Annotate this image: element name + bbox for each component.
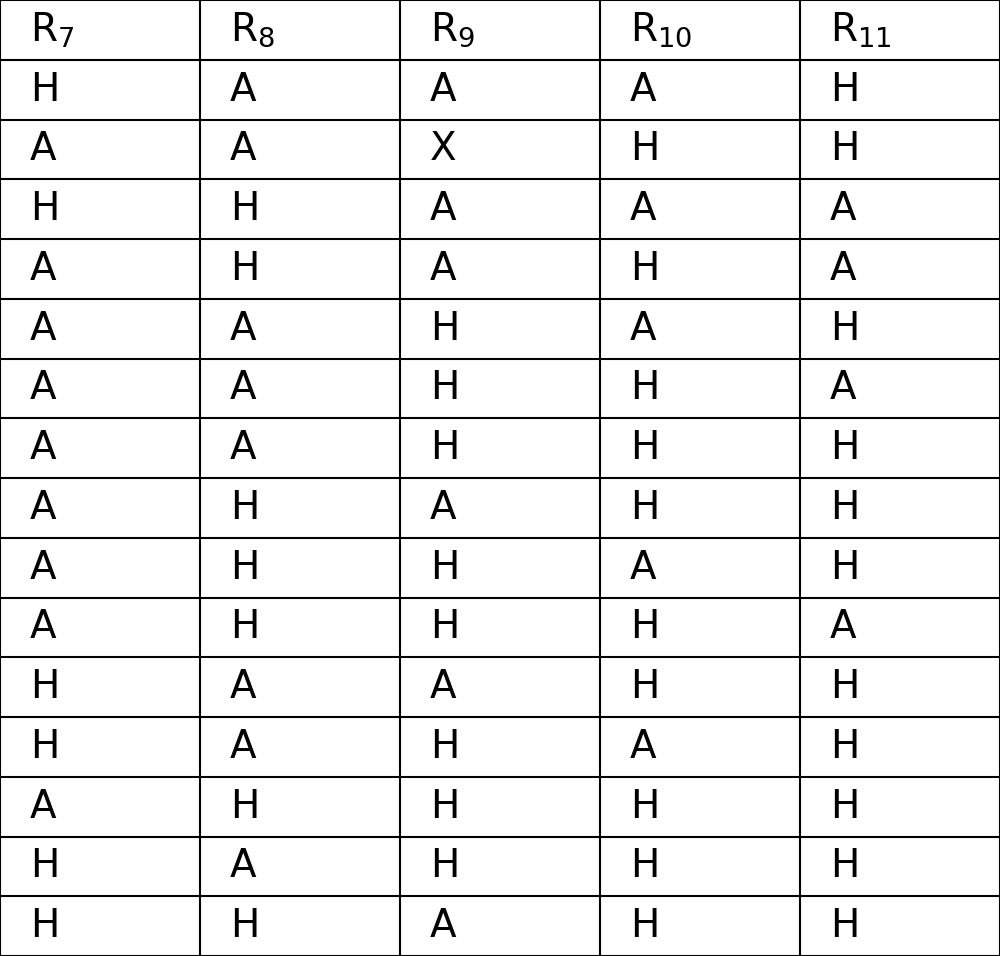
Text: A: A [430, 489, 457, 527]
Text: A: A [30, 310, 57, 348]
Text: H: H [630, 788, 659, 826]
Text: X: X [430, 130, 457, 168]
Text: A: A [30, 489, 57, 527]
Text: H: H [630, 369, 659, 407]
Text: H: H [30, 668, 59, 706]
Text: A: A [830, 250, 857, 288]
Text: A: A [230, 668, 257, 706]
Text: H: H [430, 429, 459, 467]
Text: A: A [230, 429, 257, 467]
Text: A: A [230, 310, 257, 348]
Text: A: A [630, 71, 657, 109]
Text: A: A [630, 728, 657, 766]
Text: H: H [230, 549, 259, 587]
Text: A: A [30, 429, 57, 467]
Text: H: H [830, 728, 859, 766]
Text: H: H [630, 608, 659, 646]
Text: H: H [430, 310, 459, 348]
Text: A: A [430, 668, 457, 706]
Text: A: A [430, 907, 457, 945]
Text: H: H [30, 907, 59, 945]
Text: H: H [430, 788, 459, 826]
Text: H: H [30, 190, 59, 228]
Text: H: H [630, 668, 659, 706]
Text: H: H [830, 907, 859, 945]
Text: A: A [30, 369, 57, 407]
Text: H: H [630, 847, 659, 885]
Text: A: A [630, 310, 657, 348]
Text: A: A [230, 728, 257, 766]
Text: H: H [430, 728, 459, 766]
Text: A: A [230, 71, 257, 109]
Text: A: A [230, 369, 257, 407]
Text: H: H [430, 608, 459, 646]
Text: A: A [630, 190, 657, 228]
Text: A: A [430, 190, 457, 228]
Text: H: H [830, 788, 859, 826]
Text: A: A [30, 250, 57, 288]
Text: H: H [30, 71, 59, 109]
Text: H: H [230, 608, 259, 646]
Text: A: A [230, 847, 257, 885]
Text: H: H [230, 788, 259, 826]
Text: A: A [430, 71, 457, 109]
Text: H: H [230, 250, 259, 288]
Text: A: A [830, 190, 857, 228]
Text: H: H [430, 549, 459, 587]
Text: H: H [830, 489, 859, 527]
Text: R$_{10}$: R$_{10}$ [630, 11, 692, 49]
Text: H: H [830, 847, 859, 885]
Text: H: H [830, 549, 859, 587]
Text: H: H [30, 847, 59, 885]
Text: H: H [830, 310, 859, 348]
Text: H: H [30, 728, 59, 766]
Text: A: A [830, 608, 857, 646]
Text: R$_{11}$: R$_{11}$ [830, 11, 892, 50]
Text: H: H [630, 250, 659, 288]
Text: H: H [830, 71, 859, 109]
Text: A: A [30, 549, 57, 587]
Text: R$_8$: R$_8$ [230, 11, 275, 49]
Text: H: H [830, 668, 859, 706]
Text: R$_9$: R$_9$ [430, 11, 475, 49]
Text: H: H [430, 369, 459, 407]
Text: A: A [30, 788, 57, 826]
Text: H: H [230, 489, 259, 527]
Text: A: A [430, 250, 457, 288]
Text: H: H [230, 190, 259, 228]
Text: H: H [430, 847, 459, 885]
Text: H: H [630, 429, 659, 467]
Text: A: A [230, 130, 257, 168]
Text: H: H [830, 429, 859, 467]
Text: H: H [830, 130, 859, 168]
Text: H: H [630, 489, 659, 527]
Text: R$_7$: R$_7$ [30, 11, 74, 50]
Text: H: H [630, 130, 659, 168]
Text: A: A [630, 549, 657, 587]
Text: A: A [30, 608, 57, 646]
Text: H: H [230, 907, 259, 945]
Text: H: H [630, 907, 659, 945]
Text: A: A [830, 369, 857, 407]
Text: A: A [30, 130, 57, 168]
